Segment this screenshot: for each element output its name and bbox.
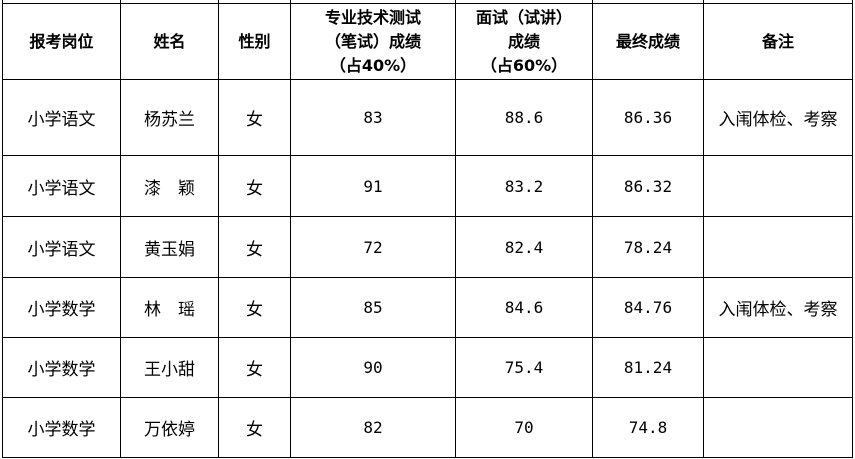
column-header-line: 性别 [238, 31, 271, 51]
column-header-line: （笔试）成绩 [324, 31, 421, 51]
results-table: 报考岗位 姓名 性别 专业技术测试 （笔试）成绩 （占40%） 面试（试讲） 成绩 （占60%）… [2, 3, 853, 458]
column-header: 备注 [703, 3, 853, 80]
name-cell: 黄玉娟 [120, 216, 219, 278]
column-header-line: 最终成绩 [615, 31, 680, 51]
column-header: 姓名 [120, 3, 219, 80]
final-score-cell: 86.32 [592, 155, 704, 217]
column-header: 报考岗位 [2, 3, 121, 80]
final-score-cell: 78.24 [592, 216, 704, 278]
final-score-cell: 86.36 [592, 79, 704, 156]
remarks-cell [703, 397, 853, 458]
column-header: 面试（试讲） 成绩 （占60%） [455, 3, 593, 80]
gender-cell: 女 [218, 397, 291, 458]
name-cell: 漆 颖 [120, 155, 219, 217]
final-score-cell: 74.8 [592, 397, 704, 458]
gender-cell: 女 [218, 337, 291, 398]
column-header-line: 姓名 [153, 31, 186, 51]
table-row: 小学数学林 瑶女 85 84.6 84.76 入闱体检、考察 [2, 277, 853, 338]
gender-cell: 女 [218, 277, 291, 338]
remarks-cell: 入闱体检、考察 [703, 79, 853, 156]
column-header: 专业技术测试 （笔试）成绩 （占40%） [290, 3, 456, 80]
remarks-cell [703, 155, 853, 217]
table-row: 小学语文 黄玉娟女 72 82.4 78.24 [2, 216, 853, 278]
table-row: 小学数学 王小甜女 90 75.4 81.24 [2, 337, 853, 398]
name-cell: 王小甜 [120, 337, 219, 398]
interview-score-cell: 83.2 [455, 155, 593, 217]
name-cell: 林 瑶 [120, 277, 219, 338]
name-cell: 杨苏兰 [120, 79, 219, 156]
position-cell: 小学语文 [2, 79, 121, 156]
final-score-cell: 84.76 [592, 277, 704, 338]
column-header-line: 专业技术测试 [324, 7, 421, 27]
position-cell: 小学语文 [2, 155, 121, 217]
interview-score-cell: 88.6 [455, 79, 593, 156]
column-header: 性别 [218, 3, 291, 80]
position-cell: 小学数学 [2, 337, 121, 398]
position-cell: 小学数学 [2, 397, 121, 458]
written-score-cell: 82 [290, 397, 456, 458]
column-header: 最终成绩 [592, 3, 704, 80]
written-score-cell: 90 [290, 337, 456, 398]
interview-score-cell: 70 [455, 397, 593, 458]
table-row: 小学语文 杨苏兰女 83 88.6 86.36 入闱体检、考察 [2, 79, 853, 156]
written-score-cell: 91 [290, 155, 456, 217]
interview-score-cell: 82.4 [455, 216, 593, 278]
written-score-cell: 83 [290, 79, 456, 156]
name-cell: 万依婷 [120, 397, 219, 458]
remarks-cell [703, 216, 853, 278]
gender-cell: 女 [218, 155, 291, 217]
position-cell: 小学语文 [2, 216, 121, 278]
written-score-cell: 85 [290, 277, 456, 338]
written-score-cell: 72 [290, 216, 456, 278]
column-header-line: （占40%） [329, 55, 417, 75]
column-header-line: 成绩 [507, 31, 540, 51]
remarks-cell: 入闱体检、考察 [703, 277, 853, 338]
gender-cell: 女 [218, 79, 291, 156]
column-header-line: 备注 [761, 31, 794, 51]
interview-score-cell: 84.6 [455, 277, 593, 338]
column-header-line: （占60%） [480, 55, 568, 75]
remarks-cell [703, 337, 853, 398]
interview-score-cell: 75.4 [455, 337, 593, 398]
table-top-border-continuation [0, 0, 855, 3]
table-row: 小学数学 万依婷女 82 70 74.8 [2, 397, 853, 458]
gender-cell: 女 [218, 216, 291, 278]
column-header-line: 报考岗位 [29, 31, 94, 51]
position-cell: 小学数学 [2, 277, 121, 338]
table-row: 小学语文漆 颖女 91 83.2 86.32 [2, 155, 853, 217]
final-score-cell: 81.24 [592, 337, 704, 398]
header-row: 报考岗位 姓名 性别 专业技术测试 （笔试）成绩 （占40%） 面试（试讲） 成绩 （占60%）… [2, 3, 853, 80]
column-header-line: 面试（试讲） [475, 7, 572, 27]
